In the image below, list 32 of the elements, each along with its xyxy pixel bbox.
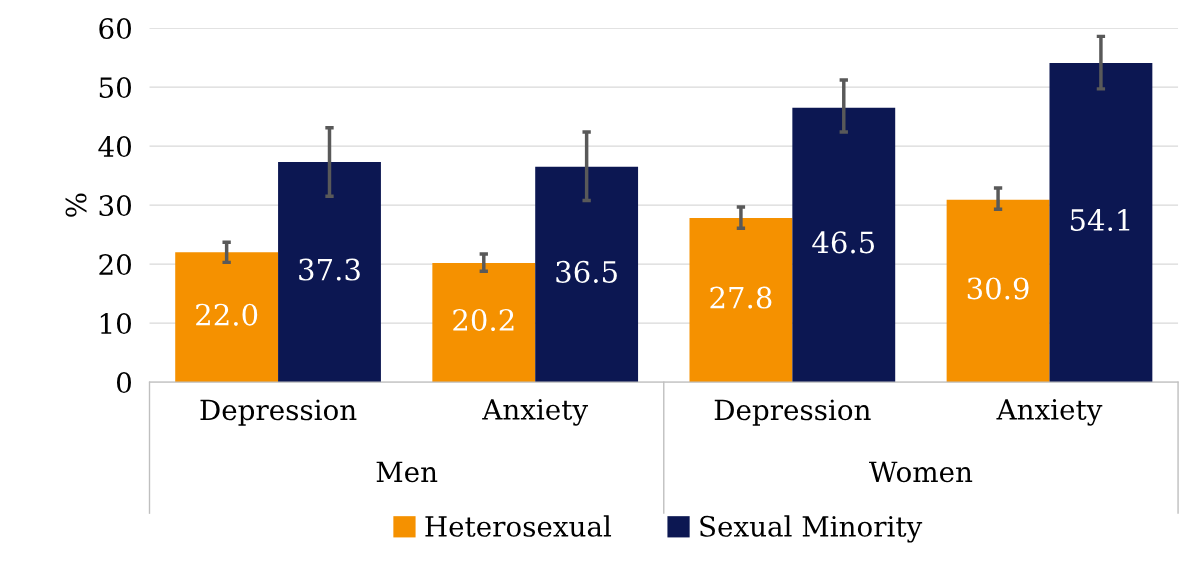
data-label: 54.1: [1070, 208, 1130, 231]
data-label: 22.0: [196, 303, 258, 326]
data-label: 20.2: [453, 308, 514, 332]
text: Women: [869, 461, 973, 483]
data-label: 27.8: [710, 286, 772, 309]
bar: [535, 166, 639, 383]
bar: [946, 199, 1050, 383]
x-tick-label: Depression: [714, 399, 871, 426]
legend-label: Sexual Minority: [700, 515, 923, 543]
x-tick-label: Depression: [200, 399, 357, 426]
y-tick-label: 50: [99, 77, 131, 99]
bar: [792, 107, 896, 383]
y-tick-label: 10: [100, 313, 131, 335]
y-tick-label: 60: [99, 18, 131, 40]
bar: [1049, 62, 1153, 383]
x-tick-label: Anxiety: [482, 399, 589, 426]
y-axis-title: %: [65, 193, 87, 217]
bar: [689, 218, 793, 383]
x-tick-label: Anxiety: [996, 399, 1103, 426]
data-label: 36.5: [556, 260, 617, 283]
y-tick-label: 20: [99, 254, 131, 276]
data-label: 37.3: [299, 258, 360, 281]
bar: [278, 162, 381, 383]
y-tick-label: 0: [116, 372, 131, 394]
text: Men: [376, 461, 438, 483]
bar: [175, 252, 279, 383]
legend-label: Heterosexual: [425, 515, 612, 537]
y-tick-label: 30: [99, 195, 131, 217]
data-label: 30.9: [967, 277, 1029, 300]
data-label: 46.5: [812, 231, 874, 254]
bar: [432, 262, 536, 383]
y-tick-label: 40: [98, 136, 131, 158]
